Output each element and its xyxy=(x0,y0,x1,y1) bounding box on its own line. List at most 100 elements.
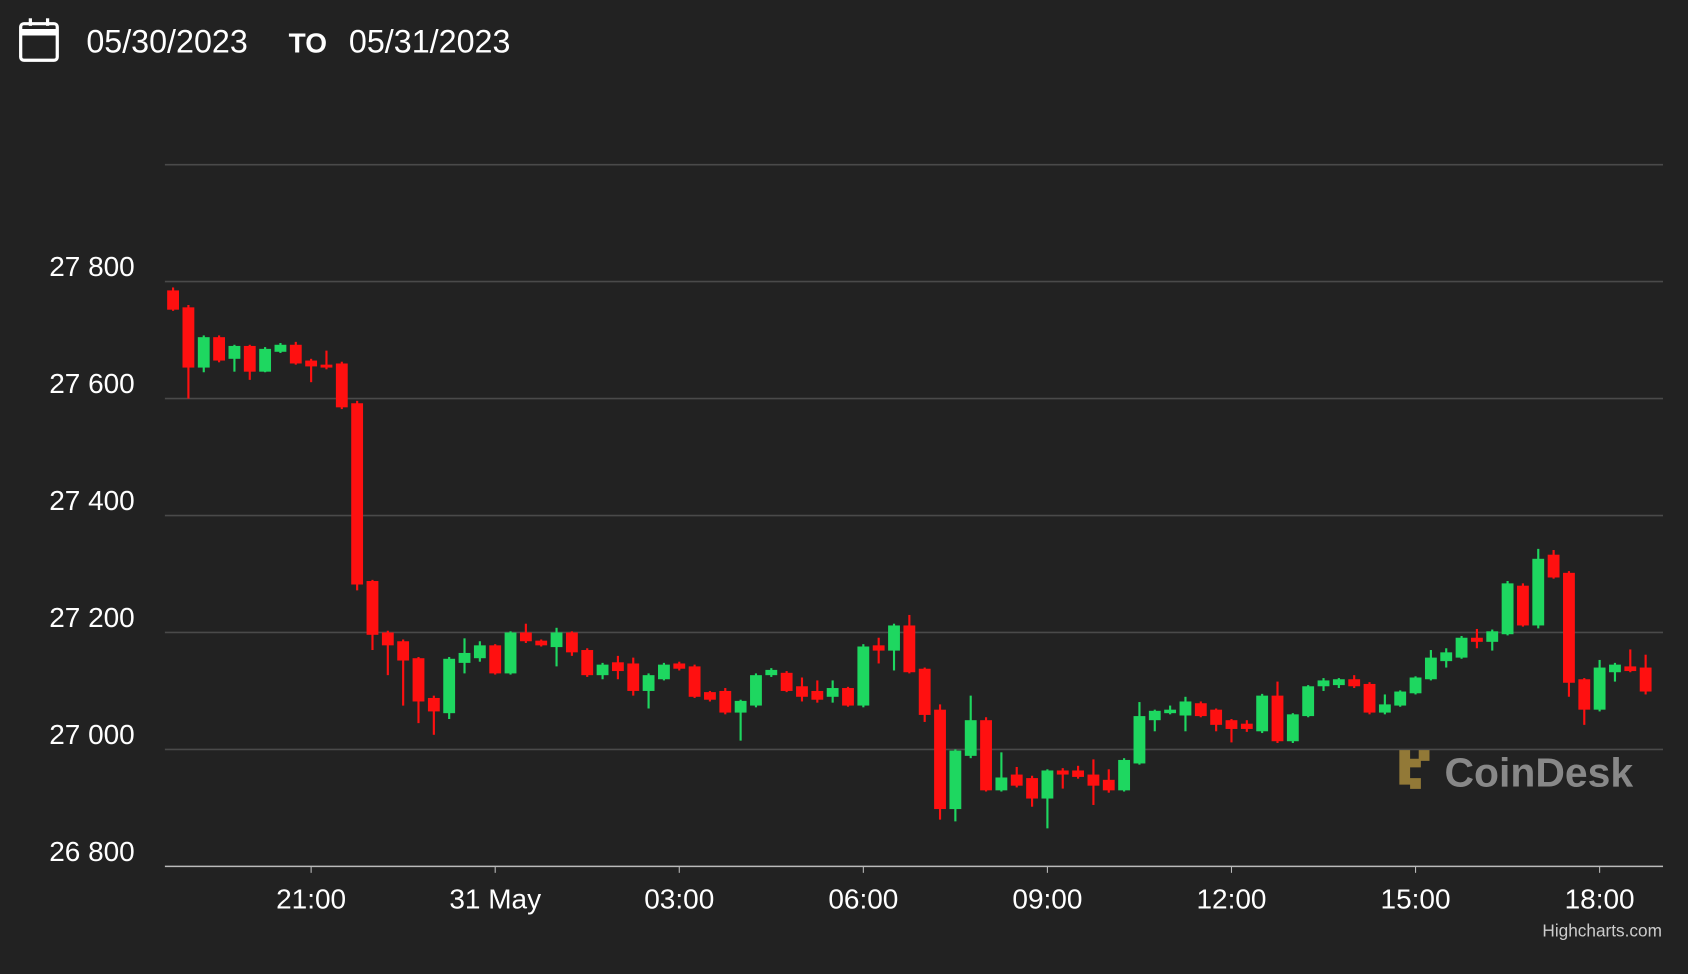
candle-body xyxy=(1087,774,1100,786)
candle-body xyxy=(351,403,364,585)
y-tick-label: 27 200 xyxy=(49,602,135,633)
date-from[interactable]: 05/30/2023 xyxy=(86,24,248,60)
candle-body xyxy=(1026,778,1038,799)
candle-body xyxy=(1194,703,1207,717)
x-tick-label: 21:00 xyxy=(276,883,346,914)
candle-body xyxy=(658,664,670,680)
candle-body xyxy=(611,662,624,672)
candle-body xyxy=(259,348,272,372)
candle-body xyxy=(489,645,502,674)
candle-body xyxy=(688,666,701,697)
watermark-text: CoinDesk xyxy=(1445,750,1634,796)
candle-body xyxy=(995,777,1008,791)
calendar-icon[interactable] xyxy=(19,18,59,62)
x-tick-label: 18:00 xyxy=(1565,883,1635,914)
candle-body xyxy=(780,672,793,691)
date-separator: TO xyxy=(289,28,327,59)
candle-body xyxy=(826,688,839,697)
candle-body xyxy=(1010,774,1023,786)
candle-body xyxy=(519,632,532,642)
candle-body xyxy=(673,663,686,669)
candle-body xyxy=(1609,664,1621,673)
credits[interactable]: Highcharts.com xyxy=(1542,920,1662,940)
candle-body xyxy=(182,307,195,368)
candle-body xyxy=(1102,779,1115,791)
candle-body xyxy=(1348,679,1361,687)
candle-body xyxy=(1317,680,1330,687)
candle-body xyxy=(734,700,747,713)
candle-body xyxy=(1148,710,1161,721)
candle-body xyxy=(1424,657,1437,680)
candle-body xyxy=(1118,759,1131,791)
candle-body xyxy=(412,658,425,702)
candle-body xyxy=(305,360,318,367)
candle-body xyxy=(1056,770,1069,775)
candle-body xyxy=(857,646,870,706)
candle-body xyxy=(1041,770,1054,799)
candle-body xyxy=(1363,683,1376,713)
candle-body xyxy=(1409,677,1422,694)
x-tick-label: 09:00 xyxy=(1012,883,1082,914)
candle-body xyxy=(1256,695,1269,732)
y-tick-label: 27 400 xyxy=(49,485,135,516)
candle-body xyxy=(550,632,563,648)
y-tick-label: 27 800 xyxy=(49,251,135,282)
date-to[interactable]: 05/31/2023 xyxy=(349,24,511,60)
candle-body xyxy=(1286,714,1299,742)
candle-body xyxy=(366,581,379,635)
x-tick-label: 06:00 xyxy=(828,883,898,914)
candle-body xyxy=(918,668,931,715)
candle-body xyxy=(1547,554,1560,578)
candle-body xyxy=(1486,631,1499,642)
candle-body xyxy=(719,690,732,713)
candle-body xyxy=(811,690,824,700)
watermark-logo xyxy=(1399,750,1430,789)
candle-body xyxy=(1240,723,1253,729)
candle-body xyxy=(872,645,885,651)
candle-body xyxy=(1532,558,1545,626)
candle-body xyxy=(243,345,256,372)
candle-body xyxy=(642,675,655,691)
candle-body xyxy=(1225,720,1238,729)
candle-body xyxy=(934,709,946,810)
candle-body xyxy=(1164,709,1177,714)
candle-body xyxy=(504,632,517,674)
candle-body xyxy=(381,632,394,646)
candle-body xyxy=(197,337,210,368)
candle-body xyxy=(596,664,609,676)
candle-body xyxy=(335,363,348,408)
candle-body xyxy=(1302,686,1315,717)
candle-body xyxy=(1593,667,1606,710)
candle-body xyxy=(1501,583,1514,635)
candle-body xyxy=(1624,666,1637,672)
candle-body xyxy=(1440,652,1453,662)
candle-body xyxy=(964,720,977,756)
candle-body xyxy=(765,669,778,676)
candle-body xyxy=(458,652,471,663)
x-tick-label: 03:00 xyxy=(644,883,714,914)
candle-body xyxy=(565,632,578,653)
candle-body xyxy=(289,344,302,364)
candle-body xyxy=(1332,679,1345,686)
candle-body xyxy=(1179,701,1192,716)
candle-body xyxy=(750,675,762,706)
candle-body xyxy=(213,337,226,361)
candle-body xyxy=(888,625,900,651)
candle-body xyxy=(1578,679,1591,710)
candle-body xyxy=(427,697,440,712)
candle-body xyxy=(1394,691,1407,706)
x-tick-label: 15:00 xyxy=(1381,883,1451,914)
y-tick-label: 26 800 xyxy=(49,836,135,867)
candle-body xyxy=(1072,770,1085,777)
candle-body xyxy=(167,290,179,310)
candle-body xyxy=(1378,704,1391,713)
candle-body xyxy=(1133,716,1146,764)
candle-body xyxy=(228,345,241,359)
y-tick-label: 27 600 xyxy=(49,368,135,399)
candle-body xyxy=(903,625,916,673)
candle-body xyxy=(581,650,594,676)
candle-body xyxy=(1455,637,1468,658)
